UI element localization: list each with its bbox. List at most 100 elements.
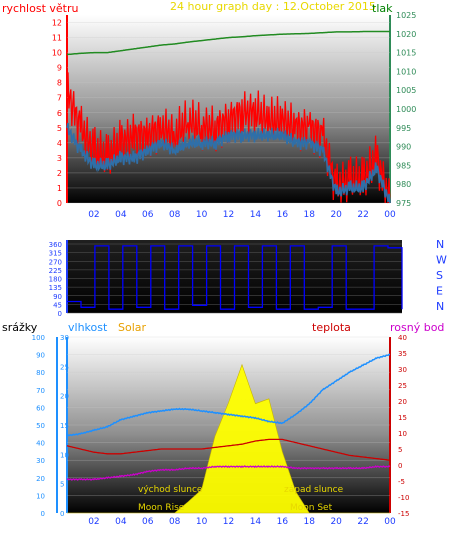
temperature-tick: 15 [398, 414, 407, 422]
temperature-tick: 10 [398, 430, 407, 438]
wind-tick: 10 [52, 49, 62, 58]
humidity-tick: 10 [60, 451, 69, 459]
x-tick-label: 04 [115, 517, 127, 527]
x-tick-label: 18 [304, 210, 316, 220]
precip-tick: 80 [36, 369, 45, 377]
x-tick-label: 02 [88, 517, 99, 527]
x-tick-label: 22 [357, 517, 368, 527]
compass-label: N [436, 238, 444, 251]
direction-tick: 270 [49, 258, 62, 266]
humidity-tick: 5 [60, 481, 64, 489]
precip-tick: 100 [32, 334, 45, 342]
humidity-tick: 20 [60, 393, 69, 401]
direction-tick: 360 [49, 241, 62, 249]
compass-label: E [436, 285, 443, 298]
x-tick-label: 20 [330, 517, 342, 527]
temperature-tick: 20 [398, 398, 407, 406]
precip-tick: 10 [36, 492, 45, 500]
pressure-tick: 1025 [396, 11, 416, 20]
x-tick-label: 20 [330, 210, 342, 220]
chart-title: 24 hour graph day : 12.October 2015 [170, 0, 376, 13]
solar-area [67, 363, 390, 514]
temperature-tick: 35 [398, 350, 407, 358]
x-tick-label: 16 [277, 517, 289, 527]
pressure-tick: 995 [396, 124, 411, 133]
pressure-tick: 980 [396, 180, 411, 189]
wind-tick: 7 [57, 94, 62, 103]
wind-tick: 9 [57, 64, 62, 73]
temperature-tick: 40 [398, 334, 407, 342]
x-tick-label: 00 [384, 517, 396, 527]
temperature-tick: 5 [398, 446, 402, 454]
wind-tick: 11 [52, 34, 62, 43]
x-tick-label: 16 [277, 210, 289, 220]
precip-tick: 70 [36, 387, 45, 395]
pressure-axis-label: tlak [372, 2, 393, 15]
direction-tick: 135 [49, 284, 62, 292]
temperature-tick: 30 [398, 366, 407, 374]
x-tick-label: 02 [88, 210, 99, 220]
x-tick-label: 08 [169, 517, 181, 527]
humidity-axis-label: vlhkost [68, 321, 108, 334]
precip-tick: 40 [36, 440, 45, 448]
direction-tick: 90 [53, 293, 62, 301]
x-tick-label: 08 [169, 210, 181, 220]
temperature-tick: -15 [398, 510, 409, 518]
wind-tick: 2 [57, 169, 62, 178]
pressure-tick: 1010 [396, 67, 416, 76]
wind-tick: 3 [57, 154, 62, 163]
humidity-tick: 30 [60, 334, 69, 342]
wind-axis-label: rychlost větru [2, 2, 78, 15]
humidity-tick-labels: 0 5 10 15 20 25 30 [60, 334, 69, 518]
direction-tick: 45 [53, 301, 62, 309]
wind-tick: 1 [57, 184, 62, 193]
precip-tick: 30 [36, 457, 45, 465]
wind-tick: 4 [57, 139, 62, 148]
x-tick-label: 00 [384, 210, 396, 220]
compass-label: S [436, 269, 443, 282]
x-tick-label: 14 [250, 517, 262, 527]
moonset-annotation: Moon Set [290, 503, 333, 513]
wind-plot-area [67, 15, 390, 203]
pressure-tick: 1000 [396, 105, 416, 114]
compass-label: W [436, 254, 447, 267]
temperature-tick: -10 [398, 494, 409, 502]
x-tick-label: 22 [357, 210, 368, 220]
precip-tick: 0 [41, 510, 45, 518]
direction-line [67, 245, 403, 310]
humidity-line [66, 353, 391, 437]
wind-x-tick-labels: 02 04 06 08 10 12 14 16 18 20 22 00 [88, 210, 396, 220]
sunrise-annotation: východ slunce [138, 485, 203, 495]
wind-tick: 6 [57, 109, 62, 118]
x-tick-label: 14 [250, 210, 262, 220]
precip-axis-label: srážky [2, 321, 38, 334]
pressure-tick: 1005 [396, 86, 416, 95]
climate-series [66, 353, 391, 514]
wind-tick: 8 [57, 79, 62, 88]
x-tick-label: 12 [223, 210, 234, 220]
humidity-tick: 15 [60, 422, 69, 430]
sunset-annotation: západ slunce [284, 485, 344, 495]
temperature-line [66, 438, 391, 461]
wind-tick: 5 [57, 124, 62, 133]
direction-series [67, 245, 403, 310]
compass-label: N [436, 300, 444, 313]
wind-tick: 12 [52, 19, 62, 28]
x-tick-label: 06 [142, 210, 154, 220]
wind-tick: 0 [57, 199, 62, 208]
climate-x-tick-labels: 02 04 06 08 10 12 14 16 18 20 22 00 [88, 517, 396, 527]
pressure-tick-labels: 975 980 985 990 995 1000 1005 1010 1015 1020 1025 [396, 11, 416, 208]
wind-series [66, 30, 391, 204]
moonrise-annotation: Moon Rise [138, 503, 185, 513]
pressure-tick: 1020 [396, 30, 416, 39]
precip-tick-labels: 0 10 20 30 40 50 60 70 80 90 100 [32, 334, 45, 518]
precip-tick: 20 [36, 475, 45, 483]
pressure-tick: 975 [396, 199, 411, 208]
x-tick-label: 10 [196, 210, 208, 220]
precip-tick: 60 [36, 404, 45, 412]
temperature-axis-label: teplota [312, 321, 351, 334]
pressure-tick: 990 [396, 143, 411, 152]
